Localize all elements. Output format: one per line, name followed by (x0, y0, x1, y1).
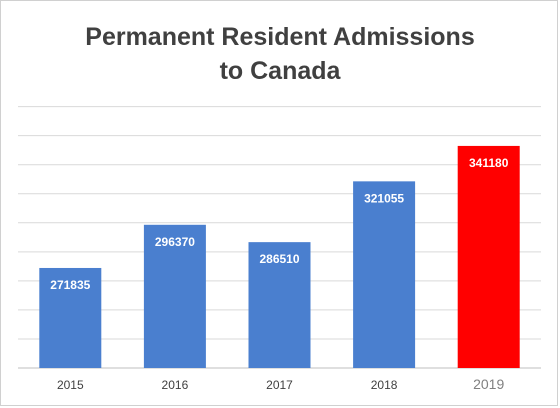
chart-title: Permanent Resident Admissions to Canada (0, 20, 560, 88)
x-tick-label-2015: 2015 (57, 378, 84, 392)
data-label-2018: 321055 (364, 191, 404, 205)
x-tick-label-2016: 2016 (162, 378, 189, 392)
x-axis-ticks: 2015 2016 2017 2018 2019 (57, 376, 505, 392)
bar-2017 (248, 242, 311, 368)
chart-title-line-1: Permanent Resident Admissions (85, 23, 475, 51)
data-label-2017: 286510 (259, 252, 299, 266)
bar-2016 (143, 224, 206, 368)
x-tick-label-2017: 2017 (266, 378, 293, 392)
bar-2015 (39, 267, 102, 368)
data-label-2015: 271835 (50, 278, 90, 292)
x-tick-label-2018: 2018 (371, 378, 398, 392)
bar-2018 (353, 181, 416, 368)
data-labels: 271835 296370 286510 321055 341180 (50, 156, 508, 292)
chart-title-line-2: to Canada (219, 57, 341, 85)
x-tick-label-2019: 2019 (473, 376, 504, 392)
data-label-2016: 296370 (155, 235, 195, 249)
bars (39, 145, 520, 368)
bar-2019 (457, 145, 520, 368)
data-label-2019: 341180 (469, 156, 509, 170)
